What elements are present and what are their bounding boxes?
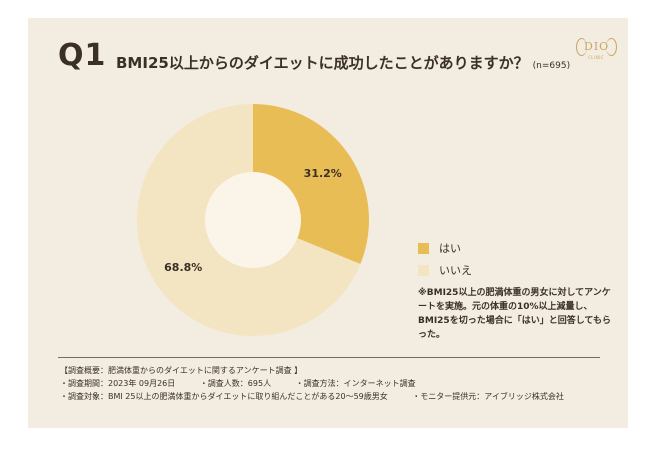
chart-legend: はい いいえ [418,238,472,282]
question-text: BMI25以上からのダイエットに成功したことがありますか？ [116,54,529,72]
legend-label-yes: はい [439,242,461,255]
donut-hole [205,172,301,268]
infographic-card: Q1 BMI25以上からのダイエットに成功したことがありますか？ (n=695) … [28,18,628,428]
logo-text: DIO [584,40,610,53]
logo-right-arc [606,38,617,56]
question-number: Q1 [58,38,107,73]
legend-swatch-yes [418,242,429,254]
summary-target: ・調査対象：BMI 25以上の肥満体重からダイエットに取り組んだことがある20～… [60,392,388,401]
legend-item-no: いいえ [418,260,472,280]
question-title: BMI25以上からのダイエットに成功したことがありますか？ (n=695) [116,52,570,73]
logo-left-arc [576,38,587,56]
legend-item-yes: はい [418,238,472,258]
data-label-no: 68.8% [164,261,202,274]
survey-note: ※BMI25以上の肥満体重の男女に対してアンケートを実施。元の体重の10%以上減… [418,288,611,340]
sample-size: (n=695) [532,61,571,71]
divider [58,357,600,358]
summary-provider: ・モニター提供元：アイブリッジ株式会社 [412,392,564,401]
survey-summary: 【調査概要：肥満体重からのダイエットに関するアンケート調査 】 ・調査期間：20… [60,364,586,403]
donut-chart: 31.2% 68.8% [137,104,369,336]
summary-row-2: ・調査対象：BMI 25以上の肥満体重からダイエットに取り組んだことがある20～… [60,390,586,403]
summary-row-1: ・調査期間：2023年 09月26日 ・調査人数：695人 ・調査方法：インター… [60,377,586,390]
logo-subtext: CLINIC [588,55,605,60]
summary-heading: 【調査概要：肥満体重からのダイエットに関するアンケート調査 】 [60,366,303,375]
summary-method: ・調査方法：インターネット調査 [295,379,416,388]
summary-period: ・調査期間：2023年 09月26日 [60,379,176,388]
legend-swatch-no [418,264,429,276]
clinic-logo: DIO CLINIC [576,36,617,64]
legend-label-no: いいえ [439,264,472,277]
summary-count: ・調査人数：695人 [199,379,272,388]
data-label-yes: 31.2% [304,167,342,180]
